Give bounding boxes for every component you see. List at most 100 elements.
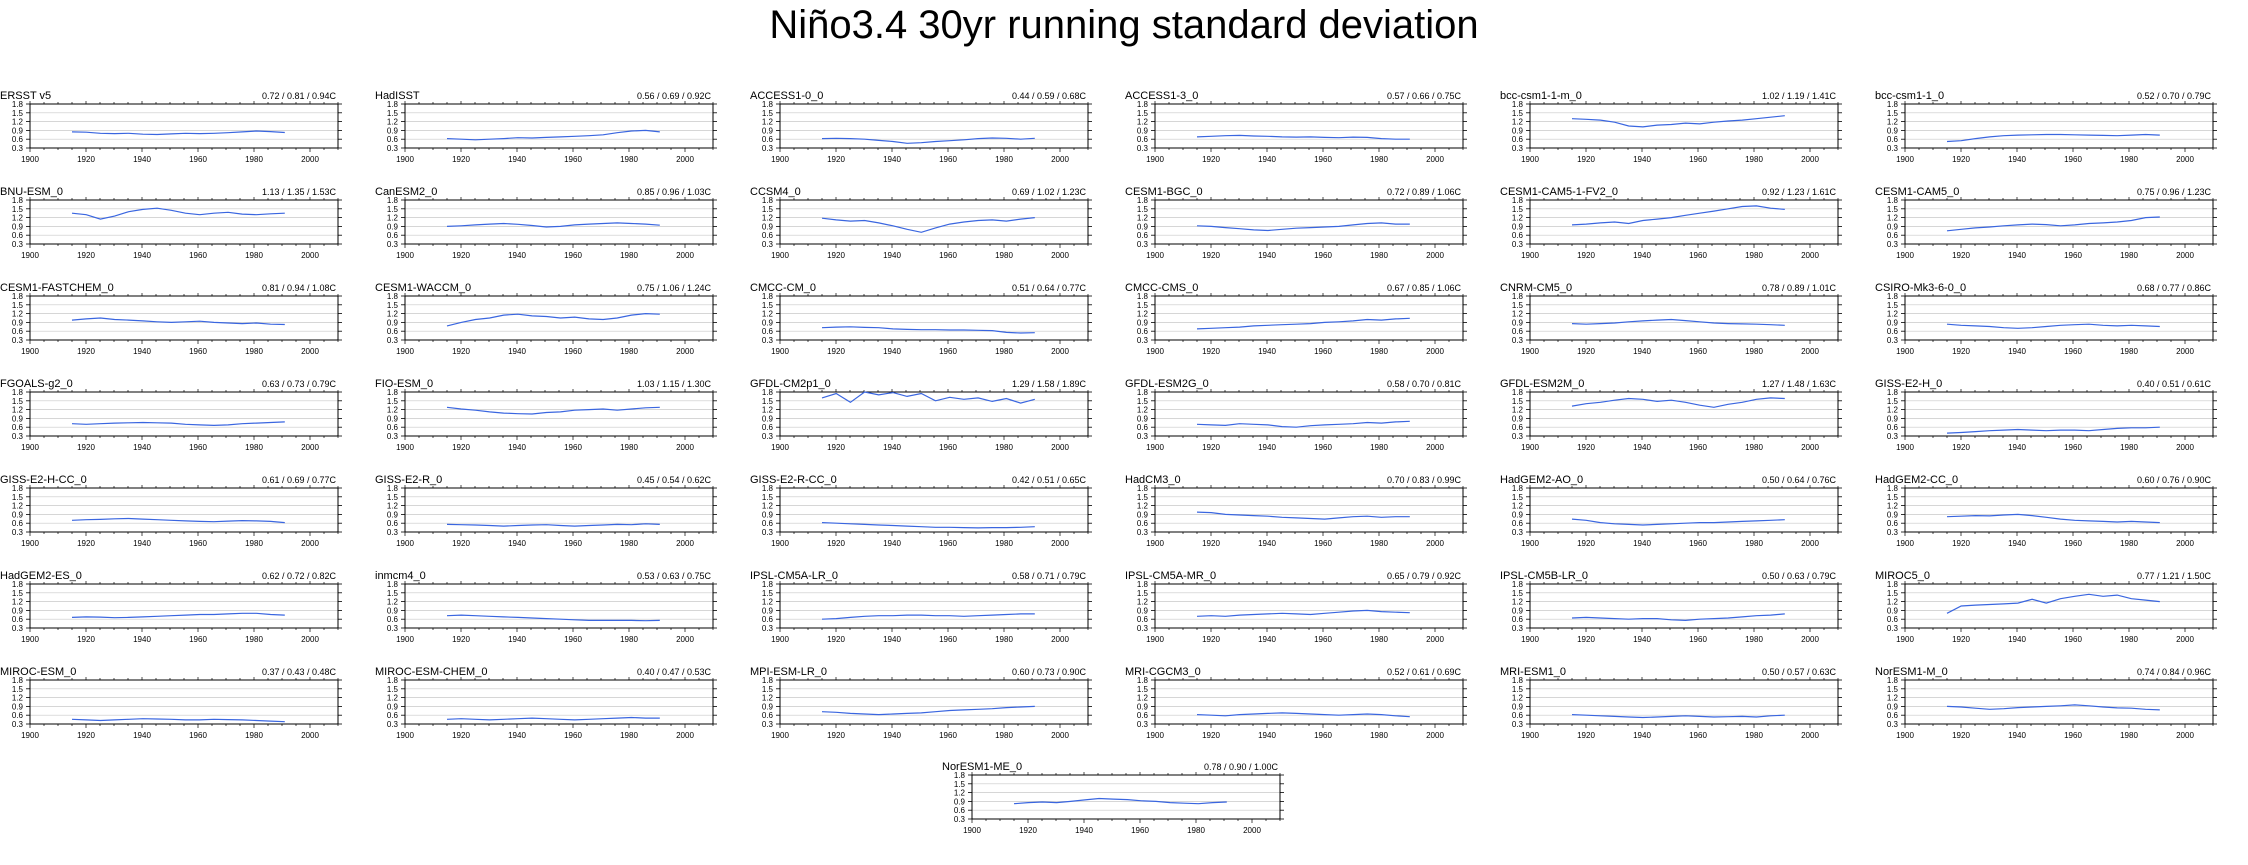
y-tick-label: 1.2 — [762, 694, 774, 703]
panel-title: FGOALS-g2_0 — [0, 378, 73, 390]
panel-stats: 0.44 / 0.59 / 0.68C — [1012, 91, 1087, 101]
y-tick-label: 1.8 — [12, 676, 24, 685]
y-tick-label: 0.6 — [1512, 327, 1524, 336]
panel-stats: 0.69 / 1.02 / 1.23C — [1012, 187, 1087, 197]
x-tick-label: 1980 — [2120, 539, 2138, 548]
x-tick-label: 1960 — [1689, 635, 1707, 644]
panel-title: GISS-E2-R_0 — [375, 474, 442, 486]
y-tick-label: 1.5 — [762, 685, 774, 694]
y-tick-label: 1.5 — [1137, 397, 1149, 406]
x-tick-label: 2000 — [1426, 347, 1444, 356]
x-tick-label: 1980 — [2120, 443, 2138, 452]
x-tick-label: 1920 — [1577, 443, 1595, 452]
y-tick-label: 0.9 — [12, 318, 24, 327]
x-tick-label: 1920 — [77, 155, 95, 164]
x-tick-label: 1980 — [620, 539, 638, 548]
panel-title: ACCESS1-3_0 — [1125, 90, 1198, 102]
x-tick-label: 1920 — [452, 155, 470, 164]
series-line — [446, 129, 660, 141]
panel: HadGEM2-AO_0 0.50 / 0.64 / 0.76C 0.30.60.9… — [1500, 474, 1842, 548]
x-tick-label: 1900 — [21, 731, 39, 740]
panel-title: CESM1-WACCM_0 — [375, 282, 471, 294]
y-tick-label: 0.3 — [1137, 336, 1149, 345]
y-tick-label: 1.8 — [954, 771, 966, 780]
x-tick-label: 1940 — [1633, 347, 1651, 356]
y-tick-label: 1.2 — [762, 214, 774, 223]
y-tick-label: 1.2 — [762, 598, 774, 607]
x-tick-label: 1900 — [1146, 155, 1164, 164]
x-tick-label: 1900 — [771, 251, 789, 260]
y-tick-label: 1.8 — [1137, 580, 1149, 589]
x-tick-label: 1960 — [2064, 347, 2082, 356]
x-tick-label: 1900 — [396, 347, 414, 356]
y-tick-label: 1.2 — [1512, 406, 1524, 415]
panel: NorESM1-ME_0 0.78 / 0.90 / 1.00C 0.30.60.9… — [942, 761, 1284, 835]
y-tick-label: 0.6 — [1512, 711, 1524, 720]
y-tick-label: 1.5 — [1137, 301, 1149, 310]
y-tick-label: 0.6 — [1887, 519, 1899, 528]
x-tick-label: 1900 — [21, 155, 39, 164]
x-tick-label: 1980 — [620, 443, 638, 452]
plot-frame — [1529, 391, 1839, 437]
y-tick-label: 0.9 — [1887, 318, 1899, 327]
plot-frame — [779, 583, 1089, 629]
y-tick-label: 0.3 — [1512, 240, 1524, 249]
y-tick-label: 0.9 — [762, 318, 774, 327]
series-line — [821, 391, 1035, 404]
x-tick-label: 1940 — [133, 347, 151, 356]
y-tick-label: 1.8 — [1512, 196, 1524, 205]
x-tick-label: 1940 — [1258, 347, 1276, 356]
plot-frame — [1904, 199, 2214, 245]
plot-frame — [29, 583, 339, 629]
y-tick-label: 0.6 — [387, 615, 399, 624]
x-tick-label: 1980 — [620, 251, 638, 260]
x-tick-label: 1940 — [508, 731, 526, 740]
y-tick-label: 1.2 — [1887, 502, 1899, 511]
y-tick-label: 0.6 — [1887, 711, 1899, 720]
y-tick-label: 0.3 — [762, 720, 774, 729]
x-tick-label: 1920 — [1952, 251, 1970, 260]
x-tick-label: 1980 — [620, 731, 638, 740]
x-tick-label: 1960 — [1314, 347, 1332, 356]
x-tick-label: 2000 — [301, 635, 319, 644]
x-tick-label: 1980 — [245, 539, 263, 548]
x-tick-label: 1940 — [508, 155, 526, 164]
panel: IPSL-CM5A-MR_0 0.65 / 0.79 / 0.92C 0.30.60… — [1125, 570, 1467, 644]
x-tick-label: 1920 — [1202, 731, 1220, 740]
x-tick-label: 1980 — [620, 155, 638, 164]
y-tick-label: 0.3 — [1887, 432, 1899, 441]
y-tick-label: 0.3 — [387, 624, 399, 633]
series-line — [1946, 323, 2160, 329]
plot-frame — [1154, 199, 1464, 245]
y-tick-label: 1.5 — [1137, 109, 1149, 118]
plot-frame — [29, 487, 339, 533]
x-tick-label: 2000 — [1426, 251, 1444, 260]
y-tick-label: 1.8 — [762, 196, 774, 205]
y-tick-label: 1.2 — [387, 118, 399, 127]
x-tick-label: 2000 — [1426, 155, 1444, 164]
x-tick-label: 1940 — [2008, 347, 2026, 356]
y-tick-label: 1.8 — [387, 676, 399, 685]
y-tick-label: 0.6 — [12, 231, 24, 240]
y-tick-label: 1.8 — [387, 292, 399, 301]
y-tick-label: 1.5 — [762, 589, 774, 598]
y-tick-label: 0.9 — [387, 606, 399, 615]
panel-title: BNU-ESM_0 — [0, 186, 63, 198]
y-tick-label: 1.2 — [387, 694, 399, 703]
panel-stats: 0.50 / 0.57 / 0.63C — [1762, 667, 1837, 677]
y-tick-label: 1.5 — [387, 397, 399, 406]
x-tick-label: 2000 — [1801, 155, 1819, 164]
y-tick-label: 1.8 — [1887, 580, 1899, 589]
x-tick-label: 1980 — [1370, 251, 1388, 260]
x-tick-label: 1980 — [995, 539, 1013, 548]
panel-title: GISS-E2-H_0 — [1875, 378, 1942, 390]
panel: MIROC-ESM_0 0.37 / 0.43 / 0.48C0.30.60.91… — [0, 666, 342, 740]
x-tick-label: 1940 — [1258, 155, 1276, 164]
panel: CanESM2_0 0.85 / 0.96 / 1.03C 0.30.60.91.2… — [375, 186, 717, 260]
x-tick-label: 1960 — [1314, 251, 1332, 260]
y-tick-label: 0.9 — [12, 414, 24, 423]
x-tick-label: 1900 — [21, 539, 39, 548]
y-tick-label: 1.5 — [1887, 301, 1899, 310]
y-tick-label: 0.6 — [1137, 135, 1149, 144]
panel-stats: 0.77 / 1.21 / 1.50C — [2137, 571, 2212, 581]
